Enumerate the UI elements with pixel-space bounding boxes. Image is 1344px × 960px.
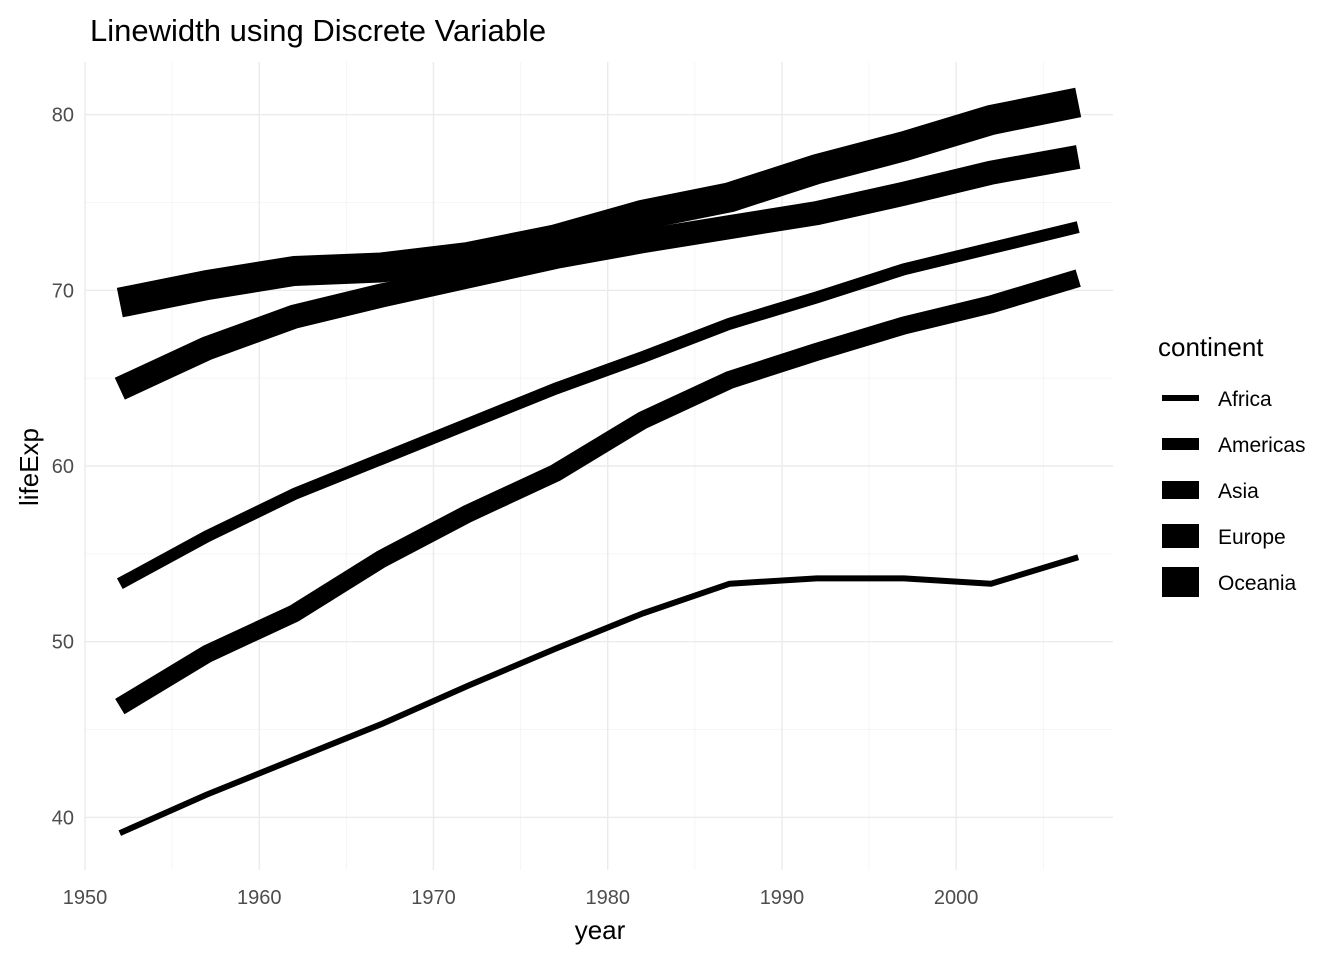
x-tick-label: 1960	[237, 887, 282, 909]
x-tick-label: 1980	[585, 887, 630, 909]
x-tick-label: 2000	[934, 887, 979, 909]
series-line-oceania	[116, 87, 1082, 318]
x-axis-ticks: 1950 1960 1970 1980 1990 2000	[63, 887, 979, 909]
grid-lines	[84, 62, 1113, 870]
series-line-europe	[114, 145, 1081, 400]
y-tick-label: 40	[52, 807, 74, 829]
legend-label-oceania: Oceania	[1218, 572, 1297, 595]
x-axis-title: year	[575, 915, 626, 945]
series-line-africa	[118, 554, 1080, 836]
legend-label-americas: Americas	[1218, 434, 1306, 457]
x-tick-label: 1990	[760, 887, 805, 909]
legend-label-europe: Europe	[1218, 526, 1286, 549]
x-tick-label: 1970	[411, 887, 456, 909]
y-axis-title: lifeExp	[14, 428, 44, 506]
legend-label-africa: Africa	[1218, 388, 1272, 411]
legend-label-asia: Asia	[1218, 480, 1259, 503]
legend-title: continent	[1158, 332, 1264, 362]
x-tick-label: 1950	[63, 887, 108, 909]
series-line-americas	[116, 221, 1080, 589]
legend: continent Africa Americas Asia Europe Oceani…	[1158, 332, 1306, 597]
y-tick-label: 60	[52, 456, 74, 478]
y-tick-label: 70	[52, 280, 74, 302]
legend-items: Africa Americas Asia Europe Oceania	[1162, 388, 1306, 597]
y-tick-label: 80	[52, 105, 74, 127]
y-axis-ticks: 40 50 60 70 80	[52, 105, 74, 830]
y-tick-label: 50	[52, 632, 74, 654]
series-lines	[114, 87, 1082, 836]
series-line-asia	[115, 269, 1081, 715]
chart-title: Linewidth using Discrete Variable	[90, 13, 546, 48]
